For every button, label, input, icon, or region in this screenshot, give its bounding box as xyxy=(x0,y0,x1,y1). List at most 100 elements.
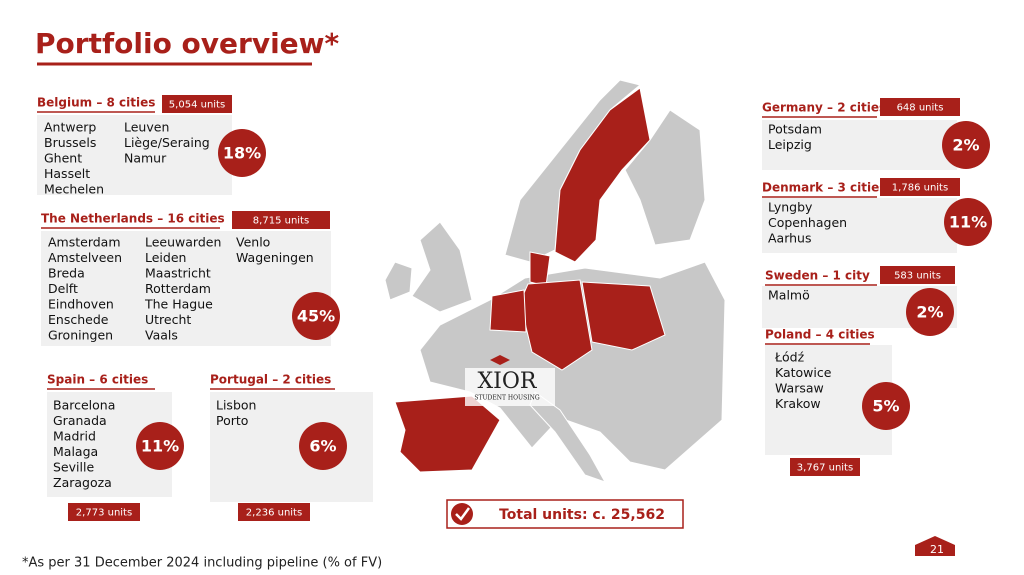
units-label: 8,715 units xyxy=(253,216,309,227)
city-name: Warsaw xyxy=(775,381,824,396)
footnote: *As per 31 December 2024 including pipel… xyxy=(22,556,382,571)
share-label: 6% xyxy=(309,437,336,456)
city-name: Utrecht xyxy=(145,312,191,327)
units-box xyxy=(880,266,955,284)
map-uk xyxy=(411,221,473,313)
logo-cap xyxy=(490,355,510,365)
units-box xyxy=(232,211,330,229)
share-circle xyxy=(944,198,992,246)
share-circle xyxy=(942,121,990,169)
city-name: Ghent xyxy=(44,151,82,166)
share-circle xyxy=(218,129,266,177)
map-italy xyxy=(529,391,607,483)
share-label: 5% xyxy=(872,397,899,416)
city-name: The Hague xyxy=(144,297,213,312)
map-norway xyxy=(504,79,642,263)
units-box xyxy=(790,458,860,476)
city-name: Vaals xyxy=(145,328,178,343)
logo-backdrop xyxy=(465,368,555,406)
map-ireland xyxy=(384,261,413,301)
city-name: Katowice xyxy=(775,365,832,380)
country-header: Poland – 4 cities xyxy=(765,328,875,342)
share-label: 11% xyxy=(141,437,179,456)
city-name: Potsdam xyxy=(768,122,822,137)
total-units: Total units: c. 25,562 xyxy=(499,507,665,523)
city-name: Liège/Seraing xyxy=(124,135,210,150)
city-name: Leeuwarden xyxy=(145,235,221,250)
map: XIOR STUDENT HOUSING xyxy=(384,79,726,483)
city-name: Leiden xyxy=(145,250,186,265)
city-name: Lisbon xyxy=(216,398,256,413)
city-name: Zaragoza xyxy=(53,475,112,490)
city-name: Maastricht xyxy=(145,266,211,281)
country-header: Sweden – 1 city xyxy=(765,269,870,283)
share-circle xyxy=(136,422,184,470)
city-name: Eindhoven xyxy=(48,297,114,312)
country-header: Belgium – 8 cities xyxy=(37,96,155,110)
country-header: Germany – 2 cities xyxy=(762,101,886,115)
city-name: Łódź xyxy=(774,350,805,365)
city-name: Granada xyxy=(53,413,107,428)
city-name: Antwerp xyxy=(44,120,96,135)
share-circle xyxy=(299,422,347,470)
share-label: 2% xyxy=(952,136,979,155)
city-name: Porto xyxy=(216,413,248,428)
city-name: Aarhus xyxy=(768,231,812,246)
city-name: Amstelveen xyxy=(48,250,122,265)
country-header: Spain – 6 cities xyxy=(47,373,148,387)
city-name: Venlo xyxy=(236,235,270,250)
city-name: Madrid xyxy=(53,429,96,444)
page-number: 21 xyxy=(930,543,944,556)
city-box xyxy=(762,120,957,170)
city-name: Seville xyxy=(53,460,94,475)
city-name: Brussels xyxy=(44,135,96,150)
check-icon xyxy=(451,503,473,525)
share-label: 11% xyxy=(949,213,987,232)
share-circle xyxy=(906,288,954,336)
units-box xyxy=(880,98,960,116)
country-header: Denmark – 3 cities xyxy=(762,181,886,195)
check-mark xyxy=(455,507,471,521)
units-box xyxy=(880,178,960,196)
city-name: Lyngby xyxy=(768,200,813,215)
city-name: Rotterdam xyxy=(145,281,211,296)
map-poland xyxy=(581,281,666,351)
city-name: Copenhagen xyxy=(768,215,847,230)
map-sweden xyxy=(554,87,651,263)
units-label: 648 units xyxy=(897,103,944,114)
page-badge xyxy=(915,536,955,556)
map-benelux xyxy=(489,289,527,333)
slide-title: Portfolio overview* xyxy=(35,27,340,60)
city-box xyxy=(37,115,232,195)
units-box xyxy=(238,503,310,521)
city-name: Amsterdam xyxy=(48,235,121,250)
units-label: 2,236 units xyxy=(246,508,302,519)
city-name: Namur xyxy=(124,151,167,166)
units-label: 2,773 units xyxy=(76,508,132,519)
share-label: 18% xyxy=(223,144,261,163)
city-name: Mechelen xyxy=(44,182,104,197)
logo-tagline: STUDENT HOUSING xyxy=(474,395,539,402)
city-name: Enschede xyxy=(48,312,109,327)
city-name: Delft xyxy=(48,281,78,296)
city-name: Hasselt xyxy=(44,166,90,181)
share-label: 45% xyxy=(297,307,335,326)
total-box xyxy=(446,499,684,529)
city-name: Wageningen xyxy=(236,250,314,265)
units-box xyxy=(162,95,232,113)
units-label: 5,054 units xyxy=(169,100,225,111)
country-header: The Netherlands – 16 cities xyxy=(41,212,225,226)
city-name: Malmö xyxy=(768,288,810,303)
share-circle xyxy=(292,292,340,340)
city-box xyxy=(762,198,957,253)
share-label: 2% xyxy=(916,303,943,322)
units-box xyxy=(68,503,140,521)
share-circle xyxy=(862,382,910,430)
city-name: Krakow xyxy=(775,396,821,411)
map-denmark xyxy=(529,251,551,287)
city-name: Barcelona xyxy=(53,398,115,413)
city-box xyxy=(41,231,331,346)
units-label: 1,786 units xyxy=(892,183,948,194)
country-header: Portugal – 2 cities xyxy=(210,373,331,387)
